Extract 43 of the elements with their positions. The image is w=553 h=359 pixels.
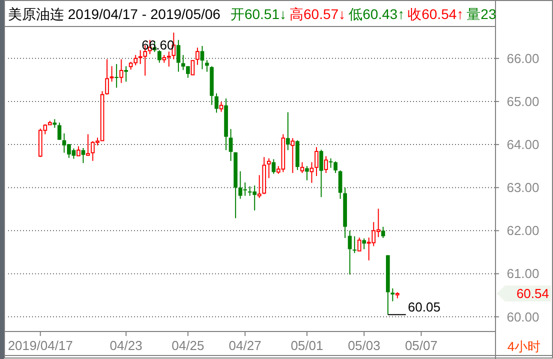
annotation: 60.05: [408, 300, 440, 315]
candlestick: [114, 64, 118, 88]
text: 低60.43↑: [348, 6, 405, 22]
text: 4小时: [507, 339, 541, 354]
candlestick: [57, 122, 62, 140]
y-tick-label: 60.00: [506, 309, 540, 324]
y-tick-label: 62.00: [506, 223, 540, 238]
text: 开60.51↓: [230, 6, 287, 22]
candlestick: [119, 58, 124, 84]
candlestick: [228, 128, 233, 162]
text: 量23: [466, 6, 496, 22]
x-tick-label: 05/01: [290, 338, 324, 353]
y-tick-label: 65.00: [506, 94, 540, 109]
candlestick: [81, 147, 86, 164]
x-tick-label: 05/07: [404, 338, 438, 353]
x-tick-label: 04/23: [110, 338, 142, 353]
candlestick: [214, 92, 218, 114]
candlestick: [272, 158, 276, 174]
x-tick-label: 05/03: [348, 338, 380, 353]
candlestick: [390, 288, 395, 302]
y-tick-label: 64.00: [506, 137, 540, 152]
candlestick: [305, 166, 309, 181]
candlestick: [200, 45, 204, 70]
candlestick: [205, 60, 209, 72]
y-tick-label: 61.00: [506, 266, 540, 282]
text: 收60.54↑: [408, 6, 464, 22]
ref-line-label: 60.54: [516, 286, 549, 302]
candlestick: [124, 66, 128, 82]
x-tick-label: 04/27: [228, 338, 262, 353]
y-tick-label: 63.00: [506, 180, 540, 196]
text: 高60.57↓: [290, 6, 346, 22]
y-tick-label: 66.00: [506, 50, 540, 66]
x-tick-label: 04/25: [172, 338, 204, 353]
candlestick: [286, 112, 290, 151]
candlestick: [352, 236, 356, 254]
x-tick-label: 2019/04/17: [8, 338, 73, 353]
candlestick: [176, 39, 180, 72]
candlestick: [319, 149, 324, 198]
candlestick: [157, 50, 162, 64]
chart-title: 美原油连 2019/04/17 - 2019/05/06: [8, 6, 221, 22]
candlestick: [362, 238, 366, 250]
candlestick: [381, 226, 386, 238]
candlestick: [338, 170, 342, 200]
